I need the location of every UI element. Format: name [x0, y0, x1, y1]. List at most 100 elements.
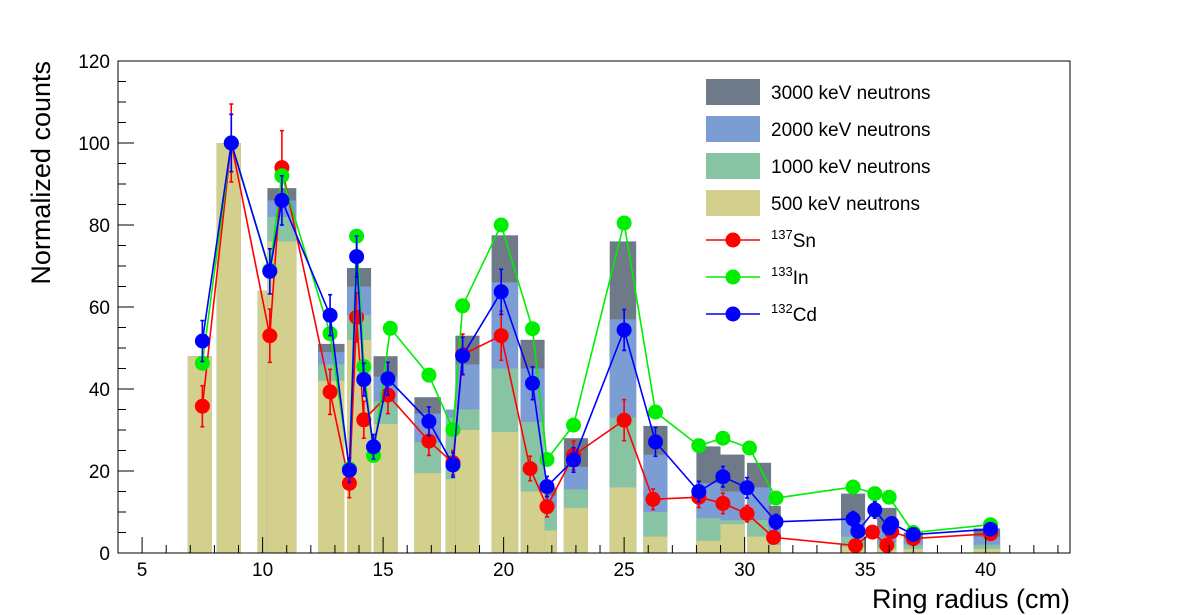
- bar-7-500kev: [414, 473, 441, 553]
- bar-4-500kev: [318, 380, 345, 553]
- point-cd132-3: [274, 192, 290, 208]
- point-cd132-10: [421, 413, 437, 429]
- bar-14-500kev: [609, 487, 637, 553]
- point-cd132-23: [845, 511, 861, 527]
- x-axis-title: Ring radius (cm): [872, 584, 1070, 614]
- x-tick-label: 20: [493, 560, 514, 581]
- point-sn137-14: [539, 499, 555, 515]
- point-in133-23: [845, 479, 861, 495]
- point-in133-11: [445, 422, 461, 438]
- point-cd132-4: [322, 307, 338, 323]
- x-tick-label: 30: [734, 560, 755, 581]
- point-in133-13: [493, 217, 509, 233]
- bar-19-500kev: [768, 544, 781, 553]
- point-cd132-8: [366, 439, 381, 455]
- point-in133-19: [691, 438, 707, 454]
- bar-1-500kev: [216, 143, 241, 553]
- point-cd132-25: [867, 502, 883, 518]
- point-in133-14: [525, 321, 540, 337]
- legend-marker-5: [725, 269, 741, 285]
- point-in133-20: [715, 430, 731, 446]
- x-tick-label: 35: [855, 560, 876, 581]
- point-sn137-22: [848, 538, 863, 554]
- bar-0-500kev: [187, 356, 212, 553]
- point-sn137-4: [322, 384, 338, 400]
- point-cd132-0: [194, 333, 210, 349]
- point-in133-16: [566, 417, 581, 433]
- point-cd132-29: [983, 521, 998, 537]
- bar-9-500kev: [455, 430, 480, 553]
- point-cd132-18: [648, 434, 663, 450]
- bar-3-500kev: [267, 241, 297, 553]
- point-cd132-22: [768, 514, 784, 530]
- bar-11-500kev: [520, 491, 545, 553]
- legend-label-1: 2000 keV neutrons: [771, 120, 931, 141]
- series-line-sn137: [201, 142, 991, 547]
- bars-layer: [187, 143, 1001, 554]
- x-tick-label: 40: [975, 560, 996, 581]
- bar-15-500kev: [643, 536, 668, 553]
- point-cd132-12: [455, 348, 471, 364]
- point-sn137-5: [341, 475, 357, 491]
- legend-swatch-1: [706, 116, 760, 142]
- point-sn137-7: [356, 412, 372, 428]
- point-sn137-17: [645, 491, 661, 507]
- point-cd132-5: [341, 462, 357, 478]
- point-sn137-13: [522, 461, 538, 476]
- bar-16-500kev: [696, 540, 721, 553]
- y-tick-label: 0: [99, 544, 110, 565]
- legend-element-symbol: In: [793, 268, 809, 289]
- point-sn137-23: [864, 524, 880, 540]
- point-cd132-14: [525, 375, 540, 391]
- point-in133-12: [455, 298, 471, 314]
- y-tick-label: 100: [78, 134, 110, 155]
- point-sn137-16: [616, 412, 632, 428]
- point-cd132-13: [493, 284, 509, 300]
- point-sn137-21: [766, 529, 782, 545]
- point-in133-10: [421, 367, 437, 383]
- legend-element-symbol: Cd: [793, 305, 817, 326]
- point-cd132-1: [223, 135, 239, 151]
- legend-mass-number: 133: [771, 264, 793, 279]
- point-sn137-2: [262, 328, 278, 344]
- point-cd132-27: [884, 516, 900, 531]
- point-in133-0: [194, 355, 210, 371]
- legend-label-6: 132Cd: [771, 301, 817, 326]
- x-tick-label: 10: [252, 560, 273, 581]
- point-cd132-21: [739, 480, 755, 496]
- series-layer: [194, 103, 998, 554]
- point-sn137-24: [879, 537, 895, 553]
- legend-marker-6: [725, 306, 741, 322]
- point-sn137-12: [493, 328, 509, 344]
- point-cd132-24: [850, 523, 866, 539]
- point-cd132-7: [356, 372, 372, 388]
- x-tick-label: 15: [373, 560, 394, 581]
- point-cd132-19: [691, 484, 707, 499]
- y-tick-label: 20: [89, 462, 110, 483]
- y-tick-label: 60: [89, 298, 110, 319]
- bar-12-500kev: [544, 530, 557, 553]
- legend-marker-4: [725, 232, 741, 248]
- bar-18-500kev: [747, 536, 772, 553]
- point-cd132-28: [905, 527, 921, 542]
- legend-label-5: 133In: [771, 264, 809, 289]
- x-tick-label: 5: [137, 560, 148, 581]
- legend-swatch-0: [706, 79, 760, 105]
- point-in133-22: [768, 490, 784, 506]
- point-in133-9: [382, 320, 398, 336]
- point-sn137-0: [194, 398, 210, 414]
- point-in133-17: [616, 215, 632, 231]
- bar-10-500kev: [491, 432, 519, 553]
- series-line-in133: [201, 142, 991, 534]
- point-cd132-15: [539, 479, 555, 495]
- bar-23-500kev: [973, 548, 1001, 553]
- legend-label-2: 1000 keV neutrons: [771, 157, 931, 178]
- legend-mass-number: 132: [771, 301, 793, 316]
- point-in133-21: [742, 440, 757, 456]
- x-tick-label: 25: [614, 560, 635, 581]
- legend-swatch-3: [706, 190, 760, 216]
- point-in133-25: [881, 489, 897, 505]
- point-cd132-9: [380, 371, 396, 387]
- y-tick-label: 80: [89, 216, 110, 237]
